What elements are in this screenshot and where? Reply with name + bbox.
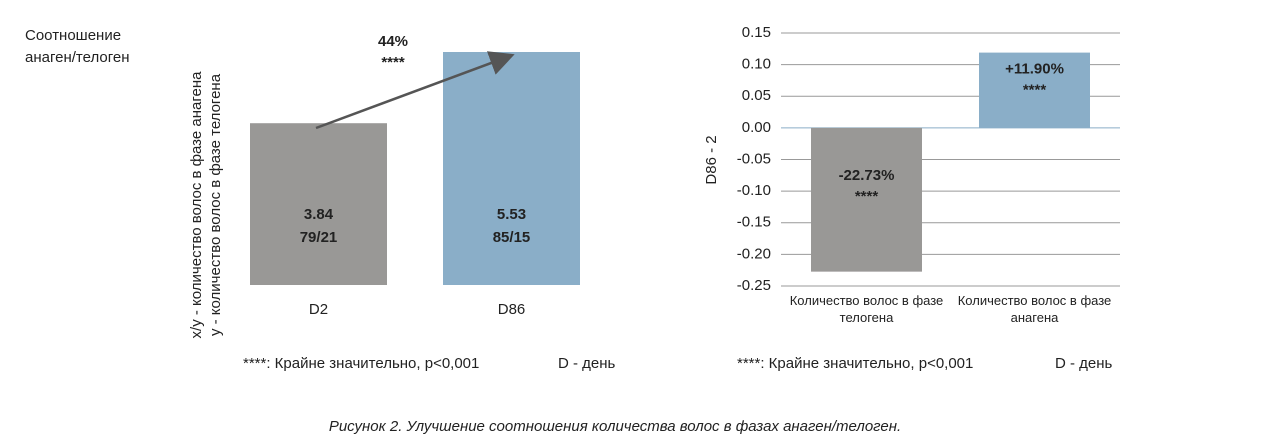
chart-title: Соотношение анаген/телоген (25, 27, 130, 66)
x-tick-label: D86 (498, 301, 526, 318)
x-tick-label: Количество волос в фазе анагена (957, 293, 1112, 325)
note: D - день (1055, 355, 1113, 372)
y-tick-label: 0.00 (742, 119, 771, 136)
y-axis-label: D86 - 2 (703, 135, 720, 184)
y-axis-label: y - количество волос в фазе телогена (207, 73, 224, 336)
x-tick-label: Количество волос в фазе телогена (789, 293, 944, 325)
x-tick-label: D2 (309, 301, 328, 318)
bar (250, 123, 387, 285)
caption: Рисунок 2. Улучшение соотношения количес… (329, 418, 901, 435)
change-label: 44% (378, 33, 408, 50)
bar-value-label: -22.73% (839, 167, 895, 184)
x-tick-label-box: Количество волос в фазе телогена (789, 293, 944, 325)
bar-significance: **** (1023, 82, 1047, 99)
bar-value-label: +11.90% (1005, 61, 1064, 78)
y-axis-label: x/y - количество волос в фазе анагена (188, 71, 205, 339)
y-tick-label: 0.05 (742, 87, 771, 104)
y-tick-label: -0.25 (737, 277, 771, 294)
note: D - день (558, 355, 616, 372)
note: ****: Крайне значительно, p<0,001 (737, 355, 973, 372)
y-tick-label: -0.20 (737, 245, 771, 262)
y-tick-label: 0.15 (742, 24, 771, 41)
y-tick-label: -0.10 (737, 182, 771, 199)
bar-significance: **** (855, 188, 879, 205)
bar-value-label: 3.84 (304, 206, 334, 223)
change-significance: **** (381, 54, 405, 71)
x-tick-label-box: Количество волос в фазе анагена (957, 293, 1112, 325)
note: ****: Крайне значительно, p<0,001 (243, 355, 479, 372)
arrow (315, 51, 515, 130)
bar (443, 52, 580, 285)
y-tick-label: 0.10 (742, 56, 771, 73)
bar-value-label: 5.53 (497, 206, 526, 223)
bar (811, 127, 922, 272)
bar-ratio-label: 85/15 (493, 229, 531, 246)
y-tick-label: -0.15 (737, 214, 771, 231)
bar (979, 52, 1090, 128)
y-tick-label: -0.05 (737, 150, 771, 167)
bar-ratio-label: 79/21 (300, 229, 338, 246)
